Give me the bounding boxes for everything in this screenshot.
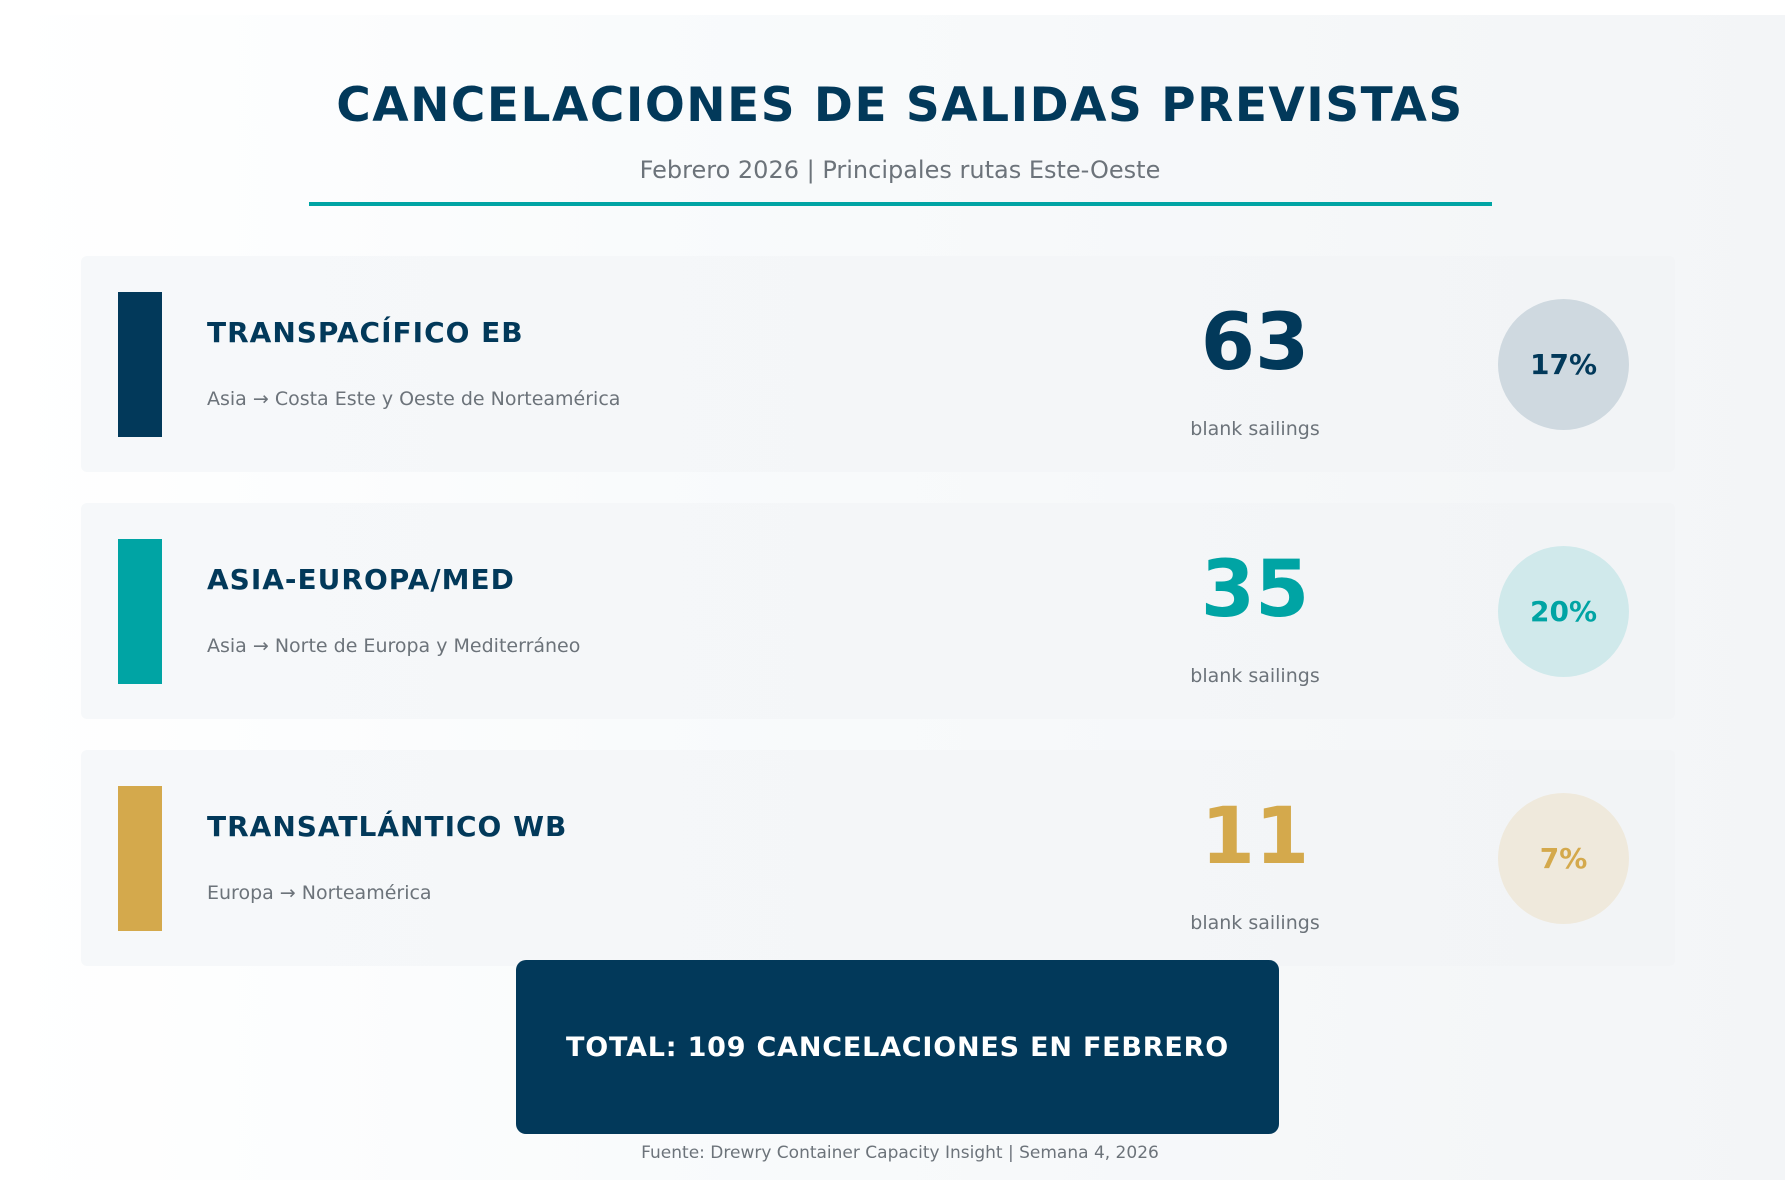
blank-sailings-unit: blank sailings: [1190, 418, 1320, 440]
share-badge: 17%: [1498, 299, 1629, 430]
route-color-bar: [118, 539, 162, 684]
route-description: Asia → Norte de Europa y Mediterráneo: [207, 635, 581, 657]
route-description: Europa → Norteamérica: [207, 882, 432, 904]
share-badge: 20%: [1498, 546, 1629, 677]
blank-sailings-count: 63: [1200, 298, 1310, 388]
route-card-transatlantic: TRANSATLÁNTICO WB Europa → Norteamérica …: [81, 750, 1675, 966]
route-color-bar: [118, 786, 162, 931]
page-title: CANCELACIONES DE SALIDAS PREVISTAS: [336, 78, 1464, 133]
route-color-bar: [118, 292, 162, 437]
share-badge: 7%: [1498, 793, 1629, 924]
total-banner: TOTAL: 109 CANCELACIONES EN FEBRERO: [516, 960, 1279, 1134]
route-name: TRANSPACÍFICO EB: [207, 316, 524, 349]
route-card-asia-europe: ASIA-EUROPA/MED Asia → Norte de Europa y…: [81, 503, 1675, 719]
blank-sailings-count: 11: [1200, 792, 1310, 882]
route-name: ASIA-EUROPA/MED: [207, 563, 515, 596]
route-name: TRANSATLÁNTICO WB: [207, 810, 568, 843]
route-card-transpacific: TRANSPACÍFICO EB Asia → Costa Este y Oes…: [81, 256, 1675, 472]
title-divider: [309, 202, 1492, 206]
source-note: Fuente: Drewry Container Capacity Insigh…: [641, 1143, 1159, 1163]
page-subtitle: Febrero 2026 | Principales rutas Este-Oe…: [639, 156, 1161, 184]
blank-sailings-count: 35: [1200, 545, 1310, 635]
blank-sailings-unit: blank sailings: [1190, 665, 1320, 687]
blank-sailings-unit: blank sailings: [1190, 912, 1320, 934]
route-description: Asia → Costa Este y Oeste de Norteaméric…: [207, 388, 621, 410]
